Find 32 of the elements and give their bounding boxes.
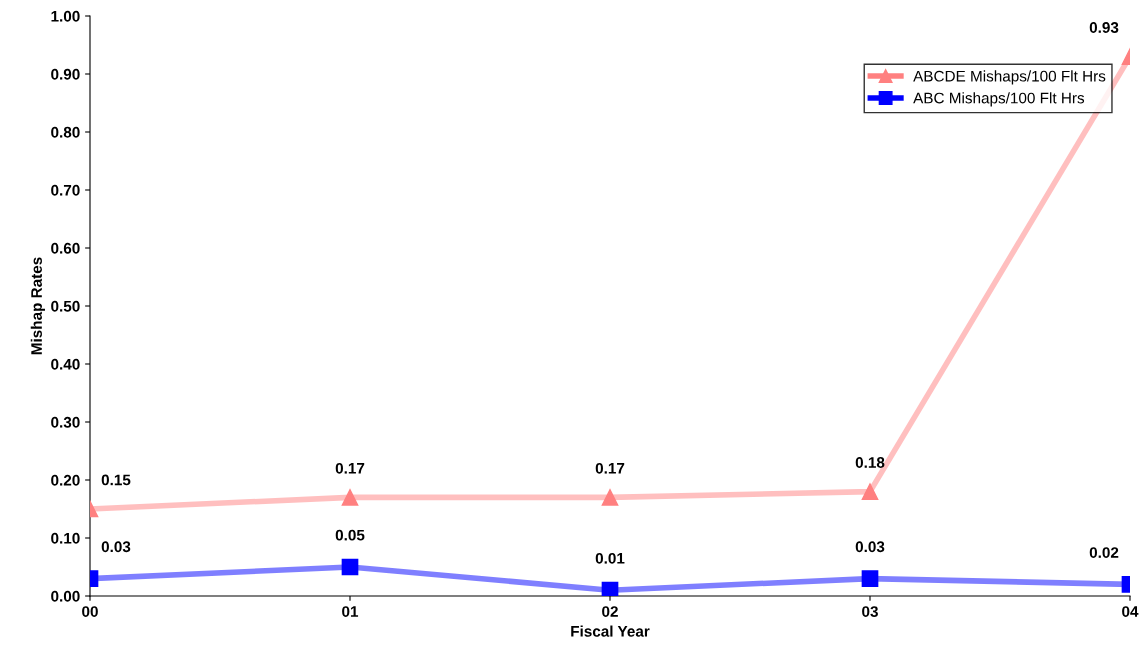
- data-label: 0.03: [101, 541, 131, 553]
- legend-label: ABC Mishaps/100 Flt Hrs: [913, 92, 1085, 107]
- y-tick-label: 0.50: [51, 300, 80, 312]
- y-tick-label: 0.70: [51, 184, 80, 196]
- y-tick-label: 0.40: [51, 358, 80, 370]
- x-tick-label: 04: [1122, 606, 1139, 617]
- y-axis-title: Mishap Rates: [30, 257, 45, 355]
- y-tick-label: 0.80: [51, 126, 80, 138]
- data-label: 0.17: [595, 462, 625, 474]
- x-axis-title: Fiscal Year: [571, 625, 650, 637]
- point: [601, 489, 619, 506]
- data-label: 0.05: [335, 529, 365, 541]
- data-label: 0.01: [595, 552, 625, 564]
- x-tick-label: 02: [602, 606, 618, 617]
- y-tick-label: 0.30: [51, 416, 80, 428]
- data-label: 0.17: [335, 462, 365, 474]
- data-label: 0.03: [855, 541, 885, 553]
- data-label: 0.93: [1089, 22, 1119, 33]
- data-label: 0.02: [1089, 547, 1119, 558]
- point: [601, 581, 619, 596]
- y-tick-label: 0.60: [51, 242, 80, 254]
- data-label: 0.15: [101, 474, 131, 486]
- x-tick-label: 01: [342, 606, 359, 617]
- data-label: 0.18: [855, 457, 885, 468]
- x-tick-label: 00: [82, 606, 98, 617]
- y-tick-label: 0.00: [51, 590, 80, 602]
- y-tick-label: 0.90: [51, 68, 80, 80]
- legend-label: ABCDE Mishaps/100 Flt Hrs: [913, 70, 1106, 85]
- y-tick-label: 0.10: [51, 532, 80, 544]
- y-tick-label: 0.20: [51, 474, 80, 486]
- y-tick-label: 1.00: [51, 10, 80, 22]
- x-tick-label: 03: [862, 606, 878, 617]
